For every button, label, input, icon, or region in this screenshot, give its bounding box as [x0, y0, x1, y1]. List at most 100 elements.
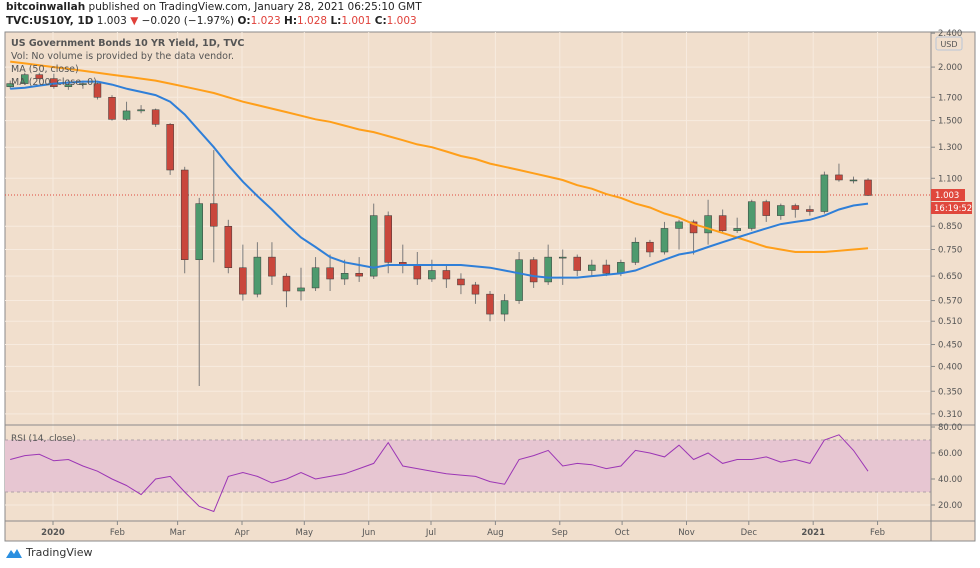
candle-down [791, 205, 800, 210]
candle-down [471, 284, 480, 295]
candle-up [137, 109, 145, 112]
candle-up [428, 270, 436, 280]
rsi-legend[interactable]: RSI (14, close) [11, 434, 76, 444]
price-tick-label: 0.400 [938, 362, 962, 372]
candle-down [268, 256, 276, 277]
ma200-legend[interactable]: MA (200, close, 0) [11, 77, 97, 88]
candle-down [151, 109, 160, 125]
price-tick-label: 0.510 [938, 317, 962, 327]
candle-down [646, 241, 654, 253]
price-tick-label: 2.400 [938, 29, 962, 39]
brand-name: TradingView [26, 546, 93, 559]
candle-up [820, 174, 829, 212]
time-tick-label: Feb [110, 528, 125, 538]
candle-up [544, 256, 552, 283]
rsi-tick-label: 60.00 [938, 449, 962, 459]
candle-down [239, 267, 247, 295]
close-value: 1.003 [386, 15, 417, 27]
price-tick-label: 0.450 [938, 341, 962, 351]
candle-down [35, 74, 44, 79]
candle-up [340, 273, 349, 280]
rsi-tick-label: 20.00 [938, 501, 962, 511]
candle-up [733, 228, 741, 231]
last-value: 1.003 [96, 15, 127, 27]
time-tick-label: Oct [615, 528, 630, 538]
rsi-axis[interactable]: 80.00 60.00 40.00 20.00 [931, 423, 962, 511]
candle-down [573, 256, 581, 271]
candle-up [195, 203, 203, 260]
candle-up [849, 179, 858, 182]
candle-up [704, 215, 712, 234]
candle-down [718, 215, 727, 231]
symbol-info: TVC:US10Y, 1D 1.003 ▼ −0.020 (−1.97%) O:… [6, 15, 417, 27]
time-tick-label: Apr [235, 528, 250, 538]
price-tick-label: 0.310 [938, 410, 962, 420]
low-value: 1.001 [341, 15, 372, 27]
symbol: TVC:US10Y, 1D [6, 15, 94, 27]
time-tick-label: May [296, 528, 314, 538]
candle-down [602, 264, 611, 274]
candle-up [311, 267, 320, 289]
time-tick-label: Jul [425, 528, 436, 538]
candle-down [529, 259, 538, 283]
currency-badge [935, 36, 963, 51]
candle-down [355, 273, 363, 277]
candle-up [79, 83, 87, 85]
close-label: C: [374, 15, 387, 27]
author-name[interactable]: bitcoinwallah [6, 1, 86, 13]
time-tick-label: Sep [552, 528, 568, 538]
price-tick-label: 1.300 [938, 143, 962, 153]
candle-up [558, 256, 567, 259]
candle-down [413, 264, 422, 280]
candle-down [384, 215, 392, 263]
price-tick-label: 1.500 [938, 117, 962, 127]
publish-text: published on TradingView.com, January 28… [88, 1, 422, 13]
publish-info: bitcoinwallah published on TradingView.c… [6, 1, 422, 13]
candle-down [180, 169, 189, 260]
price-tick-label: 2.000 [938, 63, 962, 73]
ma200-line [10, 60, 869, 253]
tradingview-logo[interactable]: TradingView [5, 546, 92, 559]
candle-down [93, 83, 102, 98]
ma50-line [10, 80, 869, 279]
candle-up [617, 262, 625, 274]
open-value: 1.023 [250, 15, 281, 27]
candle-down [689, 221, 698, 234]
candle-down [457, 278, 465, 286]
time-tick-label: Jun [361, 528, 375, 538]
candle-up [675, 221, 683, 229]
rsi-tick-label: 80.00 [938, 423, 962, 433]
ma50-legend[interactable]: MA (50, close) [11, 64, 79, 75]
down-triangle-icon: ▼ [130, 15, 139, 27]
candle-up [631, 241, 640, 263]
candle-up [64, 84, 73, 87]
candle-down [864, 179, 872, 196]
time-tick-label: 2021 [801, 528, 825, 538]
tradingview-logo-icon [6, 548, 22, 558]
volume-note: Vol: No volume is provided by the data v… [11, 51, 234, 62]
price-tick-label: 0.850 [938, 222, 962, 232]
rsi-line [10, 434, 869, 513]
price-tick-label: 1.100 [938, 174, 962, 184]
high-label: H: [284, 15, 298, 27]
price-axis[interactable]: 2.400 2.000 1.700 1.500 1.300 1.100 0.850 0.750… [931, 29, 962, 420]
time-axis[interactable]: 2020 Feb Mar Apr May Jun Jul Aug Sep Oct Nov Dec 202… [41, 521, 885, 538]
price-tick-label: 0.570 [938, 297, 962, 307]
chart-title: US Government Bonds 10 YR Yield, 1D, TVC [11, 38, 244, 49]
candle-down [486, 293, 494, 315]
candle-up [297, 287, 305, 292]
time-tick-label: Dec [741, 528, 758, 538]
candle-up [500, 300, 509, 315]
candle-up [21, 74, 29, 84]
candle-up [777, 205, 785, 216]
countdown-badge [931, 202, 972, 214]
price-tick-label: 0.750 [938, 246, 962, 256]
candle-down [166, 124, 174, 171]
candle-up [253, 256, 262, 295]
candle-down [806, 209, 814, 212]
candle-down [108, 97, 116, 120]
time-tick-label: Feb [870, 528, 885, 538]
price-tick-label: 0.350 [938, 387, 962, 397]
candle-up [660, 228, 669, 253]
